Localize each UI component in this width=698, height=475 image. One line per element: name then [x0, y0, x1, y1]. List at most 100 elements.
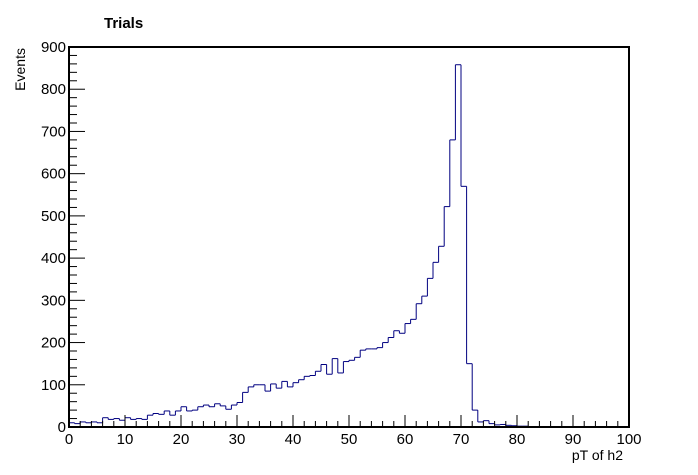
- histogram-bin: [292, 382, 299, 387]
- histogram-bin: [365, 348, 372, 351]
- histogram-bin: [247, 386, 254, 393]
- histogram-bin: [96, 421, 103, 424]
- histogram-bin: [382, 342, 389, 348]
- x-tick-label: 80: [509, 431, 526, 448]
- histogram-bin: [253, 384, 260, 387]
- histogram-bin: [146, 414, 153, 420]
- histogram-bin: [102, 417, 109, 423]
- x-tick-label: 100: [616, 431, 641, 448]
- histogram-bin: [404, 323, 411, 334]
- y-axis-label: Events: [12, 48, 28, 91]
- histogram-bin: [421, 295, 428, 304]
- histogram-bin: [482, 420, 489, 422]
- histogram-bin: [191, 409, 198, 411]
- x-tick-label: 40: [285, 431, 302, 448]
- histogram-bin: [225, 405, 232, 410]
- histogram-bin: [186, 406, 193, 412]
- x-tick-label: 30: [229, 431, 246, 448]
- y-tick-label: 0: [58, 419, 66, 436]
- histogram-bin: [410, 318, 417, 324]
- histogram-bin: [393, 330, 400, 338]
- histogram-bin: [152, 412, 159, 416]
- histogram-bin: [398, 330, 405, 334]
- plot-frame: [68, 46, 630, 428]
- x-tick-label: 70: [453, 431, 470, 448]
- histogram-bin: [466, 186, 473, 365]
- histogram-bin: [197, 406, 204, 411]
- x-tick-label: 60: [397, 431, 414, 448]
- histogram-bin: [107, 417, 114, 420]
- histogram-bin: [342, 361, 349, 373]
- histogram-bin: [202, 404, 209, 407]
- x-axis-label: pT of h2: [572, 447, 623, 463]
- y-tick-label: 200: [41, 335, 66, 352]
- histogram-bin: [270, 383, 277, 392]
- histogram-bin: [309, 374, 316, 377]
- y-tick-label: 900: [41, 39, 66, 56]
- histogram-bin: [354, 356, 361, 361]
- histogram-bin: [337, 358, 344, 374]
- histogram-bin: [438, 245, 445, 263]
- histogram-bin: [74, 422, 81, 425]
- histogram-bin: [471, 363, 478, 411]
- histogram-bin: [214, 403, 221, 407]
- histogram-bin: [415, 303, 422, 320]
- histogram-bin: [432, 261, 439, 279]
- x-tick-label: 20: [173, 431, 190, 448]
- histogram-bin: [488, 420, 495, 425]
- histogram-bin: [320, 364, 327, 372]
- histogram-bin: [85, 421, 92, 424]
- histogram-bin: [454, 64, 461, 140]
- y-tick-label: 500: [41, 208, 66, 225]
- histogram-bin: [130, 417, 137, 420]
- histogram-bin: [264, 384, 271, 392]
- histogram-bin: [460, 64, 467, 187]
- x-tick-label: 90: [565, 431, 582, 448]
- y-tick-label: 700: [41, 123, 66, 140]
- histogram-bin: [180, 406, 187, 411]
- histogram-bin: [242, 391, 249, 403]
- histogram-bin: [286, 381, 293, 388]
- histogram-bin: [348, 359, 355, 362]
- histogram-bin: [326, 364, 333, 375]
- histogram-bin: [174, 410, 181, 416]
- y-tick-label: 300: [41, 292, 66, 309]
- histogram-bin: [298, 379, 305, 383]
- histogram-bin: [505, 424, 512, 426]
- histogram-bin: [113, 418, 120, 420]
- histogram-bin: [141, 418, 148, 420]
- histogram-bin: [158, 413, 165, 415]
- histogram-bin: [135, 418, 142, 420]
- histogram-bin: [90, 421, 97, 423]
- histogram-bin: [124, 417, 131, 421]
- chart-title: Trials: [104, 15, 143, 32]
- histogram-bin: [230, 404, 237, 410]
- y-tick-label: 100: [41, 377, 66, 394]
- histogram-bin: [387, 336, 394, 343]
- histogram-bin: [163, 410, 170, 415]
- x-tick-label: 10: [117, 431, 134, 448]
- y-tick-label: 400: [41, 250, 66, 267]
- histogram-bin: [426, 277, 433, 297]
- x-tick-label: 50: [341, 431, 358, 448]
- histogram-bin: [118, 418, 125, 421]
- histogram-bin: [376, 347, 383, 349]
- histogram-bin: [219, 403, 226, 407]
- y-tick-label: 800: [41, 81, 66, 98]
- histogram-bin: [314, 370, 321, 376]
- histogram-bin: [449, 139, 456, 207]
- histogram-bin: [494, 423, 501, 426]
- y-tick-label: 600: [41, 166, 66, 183]
- histogram-bin: [477, 410, 484, 423]
- histogram-bin: [236, 402, 243, 406]
- histogram-bin: [169, 410, 176, 416]
- histogram-bin: [281, 380, 288, 389]
- histogram-bin: [359, 349, 366, 358]
- histogram-bin: [303, 375, 310, 380]
- histogram-bin: [208, 405, 215, 408]
- histogram-bin: [331, 358, 338, 375]
- histogram-bin: [275, 383, 282, 389]
- x-tick-label: 0: [65, 431, 73, 448]
- histogram-bin: [79, 421, 86, 424]
